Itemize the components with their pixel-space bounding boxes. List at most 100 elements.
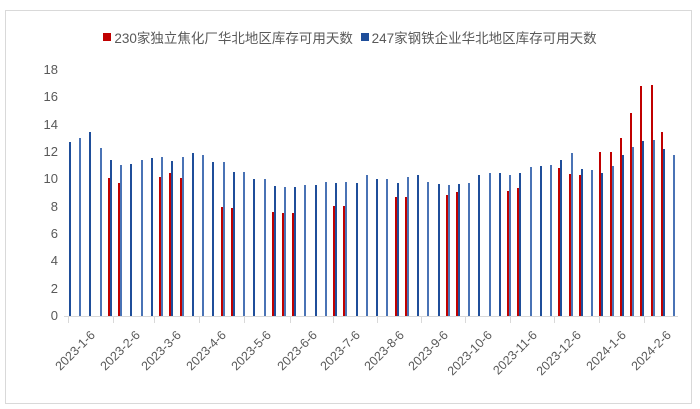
bar-coking [609, 152, 612, 316]
y-tick-label: 0 [50, 308, 58, 323]
bar-steel [601, 173, 604, 316]
bar-steel [314, 184, 317, 316]
bar-steel [386, 179, 389, 316]
y-tick-label: 8 [50, 198, 58, 214]
bar-coking [578, 175, 581, 316]
y-tick-label: 14 [43, 116, 58, 132]
bar-coking [619, 138, 622, 316]
bar-steel [550, 164, 553, 316]
bar-steel [580, 169, 583, 316]
bar-coking [292, 212, 295, 316]
x-tick [599, 317, 600, 323]
bar-steel [396, 182, 399, 316]
bar-steel [171, 160, 174, 316]
bar-coking [333, 205, 336, 316]
y-tick-label: 6 [50, 226, 58, 241]
bar-steel [273, 186, 276, 316]
bar-steel [539, 166, 542, 316]
bar-steel [662, 149, 665, 316]
bar-coking [558, 168, 561, 316]
x-tick [377, 317, 378, 323]
bar-steel [120, 164, 123, 316]
bar-coking [169, 172, 172, 316]
legend-label: 230家独立焦化厂华北地区库存可用天数 [114, 31, 353, 46]
bar-coking [271, 212, 274, 316]
x-tick [421, 317, 422, 323]
bar-coking [230, 208, 233, 316]
x-tick [644, 317, 645, 323]
bar-steel [509, 174, 512, 316]
bar-coking [456, 191, 459, 316]
bar-steel [212, 162, 215, 316]
bar-coking [118, 183, 121, 316]
x-tick [199, 317, 200, 323]
bar-steel [69, 142, 71, 316]
bar-steel [417, 175, 420, 316]
bar-steel [202, 155, 205, 316]
bar-steel [324, 182, 327, 316]
bar-coking [650, 85, 653, 316]
bar-coking [220, 207, 223, 316]
bar-steel [406, 177, 409, 316]
bar-coking [445, 195, 448, 316]
bar-coking [394, 197, 397, 316]
bar-steel [570, 153, 573, 316]
bar-steel [468, 182, 471, 316]
bar-coking [640, 86, 643, 316]
y-tick-label: 4 [50, 253, 58, 269]
bar-steel [458, 184, 461, 316]
bar-coking [568, 173, 571, 316]
bar-steel [591, 169, 594, 316]
x-tick [290, 317, 291, 323]
y-tick-label: 16 [43, 89, 58, 105]
bar-coking [517, 187, 520, 316]
bar-steel [519, 173, 522, 316]
legend-item-coking: 230家独立焦化厂华北地区库存可用天数 [103, 27, 353, 47]
bar-steel [427, 182, 430, 316]
bar-coking [159, 176, 162, 316]
bar-steel [478, 175, 481, 316]
x-tick [154, 317, 155, 323]
legend-swatch-red [103, 33, 112, 41]
bar-steel [652, 140, 655, 316]
chart-legend: 230家独立焦化厂华北地区库存可用天数 247家钢铁企业华北地区库存可用天数 [0, 27, 700, 47]
bar-steel [632, 147, 635, 316]
bar-coking [343, 205, 346, 316]
bar-steel [355, 182, 358, 316]
bar-steel [294, 186, 297, 316]
y-tick-label: 10 [43, 171, 58, 187]
bar-coking [179, 177, 182, 316]
bar-steel [181, 157, 184, 316]
x-tick [113, 317, 114, 323]
y-tick-label: 18 [43, 62, 58, 77]
bar-steel [232, 171, 235, 316]
bar-steel [621, 155, 624, 316]
bar-steel [488, 173, 491, 316]
legend-label: 247家钢铁企业华北地区库存可用天数 [371, 31, 597, 46]
bar-steel [642, 141, 645, 316]
bar-steel [253, 179, 256, 316]
bar-steel [263, 179, 266, 316]
bar-steel [99, 147, 102, 316]
bar-steel [560, 159, 563, 316]
legend-item-steel: 247家钢铁企业华北地区库存可用天数 [360, 27, 597, 47]
x-tick [510, 317, 511, 323]
bar-steel [130, 164, 133, 316]
bar-steel [365, 175, 368, 316]
bar-coking [507, 190, 510, 316]
bar-steel [376, 179, 379, 316]
bar-steel [79, 138, 82, 316]
bar-steel [89, 132, 92, 316]
bar-steel [498, 172, 501, 316]
bar-coking [281, 212, 284, 316]
bar-coking [599, 152, 602, 316]
bar-steel [437, 184, 440, 316]
bar-steel [140, 160, 143, 316]
bar-steel [243, 171, 246, 316]
bar-steel [191, 153, 194, 316]
legend-swatch-blue [360, 33, 369, 41]
bar-steel [611, 166, 614, 316]
bar-steel [161, 157, 164, 316]
y-tick-label: 12 [43, 144, 58, 159]
